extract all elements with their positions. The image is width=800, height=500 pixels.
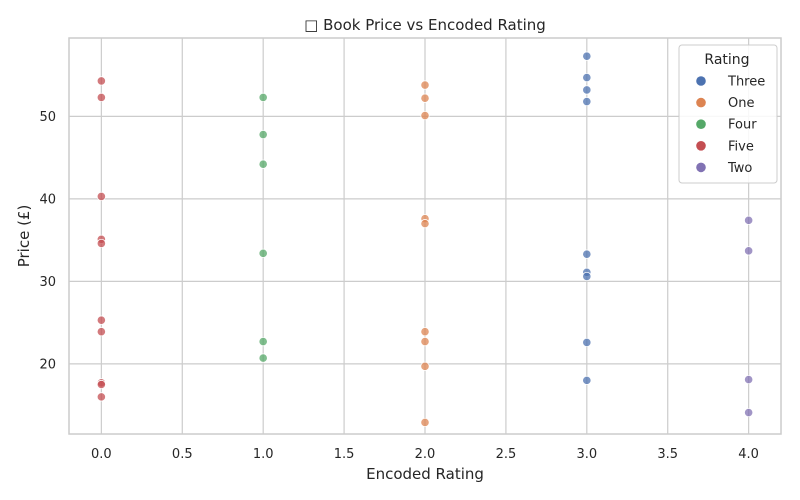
- data-point-one: [420, 336, 430, 347]
- x-tick-label: 0.5: [172, 447, 193, 462]
- y-tick-label: 20: [39, 357, 56, 372]
- x-axis-title: Encoded Rating: [366, 465, 484, 483]
- data-point-two: [744, 407, 754, 418]
- legend-marker-three: [696, 76, 706, 86]
- tick-labels: 0.0 0.5 1.0 1.5 2.0 2.5 3.0 3.5 4.0 20 30 40 50: [39, 110, 759, 462]
- data-point-two: [744, 374, 754, 385]
- data-point-one: [420, 219, 430, 229]
- legend-label-four: Four: [728, 118, 757, 133]
- legend-title: Rating: [704, 52, 749, 68]
- data-point-five: [96, 327, 106, 337]
- x-tick-label: 1.0: [253, 447, 274, 462]
- y-tick-label: 40: [39, 192, 56, 207]
- data-point-four: [258, 92, 268, 103]
- data-point-three: [582, 85, 592, 95]
- data-point-five: [96, 92, 106, 103]
- data-point-three: [582, 375, 592, 385]
- legend-label-five: Five: [728, 139, 754, 154]
- data-point-four: [258, 159, 268, 169]
- y-tick-label: 30: [39, 275, 56, 290]
- x-tick-label: 0.0: [91, 447, 112, 462]
- x-tick-label: 3.5: [657, 447, 678, 462]
- data-point-five: [96, 379, 106, 390]
- data-point-three: [582, 73, 592, 83]
- y-tick-label: 50: [39, 110, 56, 125]
- data-point-five: [96, 315, 106, 325]
- data-point-five: [96, 76, 106, 86]
- data-point-four: [258, 353, 268, 363]
- data-point-one: [420, 80, 430, 90]
- x-tick-label: 4.0: [738, 447, 759, 462]
- x-tick-label: 3.0: [576, 447, 597, 462]
- legend-label-two: Two: [727, 161, 752, 176]
- legend-label-three: Three: [727, 75, 765, 90]
- x-tick-label: 2.0: [415, 447, 436, 462]
- x-tick-label: 1.5: [334, 447, 355, 462]
- data-point-one: [420, 361, 430, 371]
- legend-marker-two: [696, 162, 706, 173]
- data-point-one: [420, 110, 430, 121]
- data-point-three: [582, 249, 592, 259]
- data-point-three: [582, 96, 592, 107]
- data-point-one: [420, 417, 430, 428]
- data-point-one: [420, 93, 430, 103]
- data-point-four: [258, 248, 268, 258]
- legend-label-one: One: [728, 96, 754, 111]
- x-tick-label: 2.5: [496, 447, 517, 462]
- data-point-four: [258, 129, 268, 140]
- data-point-five: [96, 191, 106, 201]
- legend-marker-five: [696, 141, 706, 151]
- data-points: [96, 51, 754, 428]
- data-point-three: [582, 337, 592, 348]
- plot-frame: [68, 37, 782, 435]
- data-point-five: [96, 392, 106, 402]
- legend-marker-four: [696, 119, 706, 129]
- data-point-two: [744, 246, 754, 256]
- data-point-two: [744, 215, 754, 225]
- data-point-three: [582, 51, 592, 61]
- chart-title: □ Book Price vs Encoded Rating: [304, 16, 546, 34]
- data-point-one: [420, 327, 430, 337]
- legend: Rating Three One Four Five Two: [678, 44, 778, 184]
- data-point-four: [258, 336, 268, 347]
- legend-marker-one: [696, 97, 706, 108]
- data-point-five: [96, 238, 106, 249]
- data-point-three: [582, 271, 592, 282]
- y-axis-title: Price (£): [15, 205, 33, 268]
